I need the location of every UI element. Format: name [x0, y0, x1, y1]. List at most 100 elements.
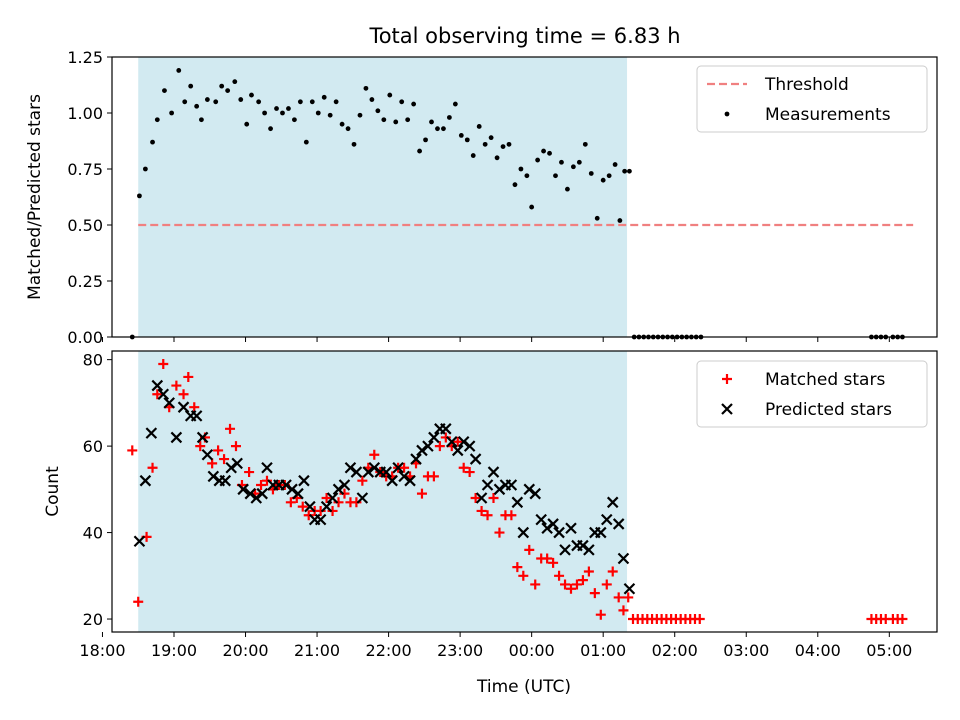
- data-point: [571, 579, 582, 590]
- data-point: [199, 117, 204, 123]
- data-point: [139, 474, 152, 487]
- data-point: [470, 153, 476, 158]
- data-point: [386, 474, 398, 487]
- data-point: [356, 492, 369, 504]
- data-point: [163, 397, 176, 409]
- data-point: [381, 117, 387, 123]
- data-point: [219, 83, 225, 89]
- data-point: [434, 441, 445, 452]
- data-point: [320, 500, 333, 513]
- data-point: [440, 423, 452, 435]
- data-point: [170, 431, 183, 444]
- data-point: [623, 592, 634, 603]
- data-point: [464, 467, 475, 478]
- data-point: [452, 101, 458, 107]
- data-point: [249, 92, 254, 98]
- data-point: [722, 374, 732, 384]
- data-point: [547, 150, 552, 156]
- data-point: [152, 389, 163, 400]
- data-point: [250, 492, 263, 504]
- data-point: [494, 155, 500, 161]
- data-point: [897, 614, 908, 625]
- data-point: [303, 139, 309, 145]
- data-point: [594, 215, 600, 221]
- data-point: [457, 436, 470, 448]
- x-tick-label: 18:00: [79, 641, 125, 660]
- data-point: [523, 483, 536, 496]
- data-point: [292, 487, 304, 500]
- legend-label: Measurements: [765, 105, 891, 125]
- data-point: [576, 159, 582, 165]
- data-point: [298, 474, 310, 487]
- data-point: [607, 566, 618, 577]
- data-point: [512, 562, 523, 573]
- data-point: [410, 453, 422, 465]
- x-tick-label: 21:00: [294, 641, 340, 660]
- data-point: [612, 162, 618, 167]
- data-point: [500, 144, 506, 150]
- data-point: [541, 148, 546, 154]
- data-point: [452, 436, 463, 447]
- data-point: [613, 592, 624, 603]
- data-point: [368, 461, 381, 474]
- data-point: [244, 487, 257, 500]
- data-point: [458, 133, 464, 138]
- x-tick-label: 05:00: [866, 641, 912, 660]
- data-point: [588, 171, 594, 176]
- data-point: [482, 510, 493, 521]
- data-point: [194, 103, 200, 109]
- data-point: [435, 126, 440, 132]
- data-point: [285, 497, 296, 508]
- data-point: [475, 492, 488, 504]
- data-point: [429, 119, 434, 125]
- data-point: [517, 526, 530, 539]
- data-point: [476, 124, 482, 129]
- data-point: [559, 544, 571, 556]
- data-point: [511, 496, 524, 509]
- data-point: [182, 99, 188, 105]
- data-point: [387, 92, 393, 98]
- count-panel: 20 40 60 80 18:00 19:00 20:00 21:00 22:00 23:00 00…: [43, 350, 938, 660]
- data-point: [207, 470, 220, 483]
- data-point: [493, 483, 506, 496]
- data-point: [362, 466, 375, 478]
- data-point: [297, 501, 308, 512]
- data-point: [548, 557, 559, 568]
- data-point: [476, 505, 487, 516]
- data-point: [622, 168, 628, 174]
- data-point: [262, 110, 268, 116]
- data-point: [542, 553, 553, 564]
- data-point: [481, 479, 494, 491]
- data-point: [721, 403, 733, 415]
- x-tick-label: 02:00: [652, 641, 698, 660]
- data-point: [219, 454, 230, 465]
- data-point: [530, 579, 541, 590]
- data-point: [338, 479, 351, 491]
- data-point: [487, 466, 500, 478]
- y-tick-label: 0.75: [67, 160, 103, 179]
- y-tick-label: 80: [83, 351, 103, 370]
- data-point: [230, 441, 241, 452]
- series-predicted-stars: [133, 379, 636, 595]
- data-point: [506, 510, 517, 521]
- x-tick-label: 19:00: [151, 641, 197, 660]
- data-point: [237, 483, 249, 496]
- data-point: [600, 513, 613, 526]
- observing-interval-shade: [138, 351, 628, 632]
- data-point: [369, 97, 375, 102]
- data-point: [627, 168, 632, 174]
- data-point: [464, 137, 470, 143]
- legend-label: Matched stars: [765, 370, 885, 390]
- x-tick-label: 01:00: [580, 641, 626, 660]
- data-point: [505, 479, 518, 491]
- data-point: [618, 605, 629, 616]
- data-point: [535, 157, 541, 163]
- data-point: [225, 461, 237, 474]
- x-tick-label: 00:00: [509, 641, 555, 660]
- y-tick-label: 0.25: [67, 272, 103, 291]
- data-point: [225, 88, 231, 93]
- data-point: [369, 449, 380, 460]
- data-point: [416, 488, 427, 499]
- data-point: [133, 535, 146, 547]
